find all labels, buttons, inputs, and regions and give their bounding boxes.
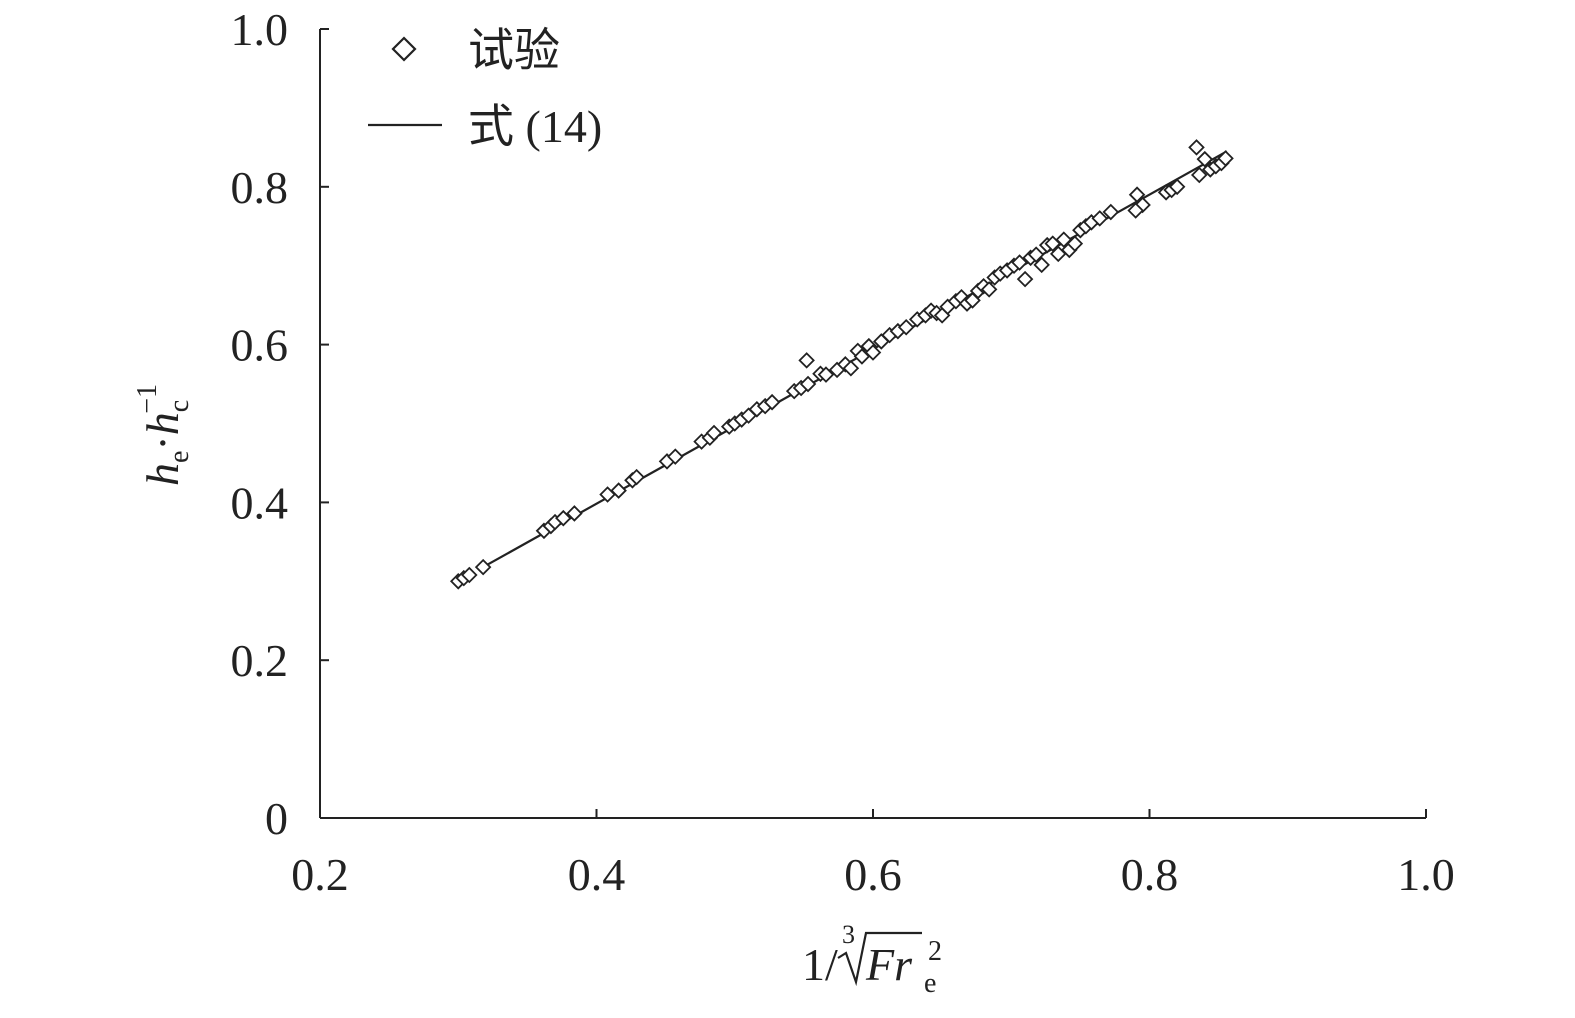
- data-point-diamond: [1217, 150, 1234, 167]
- y-axis-title-h2: h: [137, 412, 188, 435]
- data-point-diamond: [980, 281, 998, 298]
- data-point-diamond: [667, 448, 684, 465]
- x-tick-label: 0.6: [844, 849, 902, 900]
- data-point-diamond: [705, 424, 723, 442]
- data-point-diamond: [842, 359, 860, 377]
- x-tick-label: 0.2: [291, 849, 349, 900]
- plot-area: [449, 139, 1234, 590]
- y-tick-label: 0.4: [231, 477, 289, 528]
- y-axis-title: he·hc−1: [132, 384, 195, 486]
- data-point-diamond: [897, 318, 915, 336]
- y-ticks: 0 0.2 0.4 0.6 0.8 1.0: [231, 4, 329, 844]
- data-point-diamond: [1066, 235, 1084, 252]
- data-point-diamond: [1196, 150, 1214, 168]
- x-axis-title-root-index: 3: [842, 920, 855, 949]
- radical-sign: [837, 931, 922, 987]
- data-point-diamond: [1055, 231, 1073, 248]
- data-point-diamond: [461, 566, 478, 584]
- y-axis-title-sup2: −1: [132, 384, 163, 414]
- data-point-diamond: [1027, 246, 1045, 263]
- x-axis-title-prefix: 1/: [802, 939, 838, 990]
- data-point-diamond: [1128, 186, 1146, 203]
- x-tick-label: 1.0: [1397, 849, 1455, 900]
- y-tick-label: 0.8: [231, 162, 289, 213]
- y-axis-title-h1: h: [137, 463, 188, 486]
- x-axis-title-subscript: e: [924, 968, 936, 999]
- data-point-diamond: [763, 393, 781, 411]
- data-point-diamond: [1011, 254, 1028, 271]
- y-tick-label: 0.2: [231, 635, 289, 686]
- legend: 试验 式 (14): [368, 25, 602, 152]
- x-axis-title: 1/ 3 Fr 2 e: [802, 920, 942, 999]
- legend-label-formula: 式 (14): [468, 101, 602, 152]
- data-point-diamond: [1091, 210, 1109, 227]
- y-axis-title-sub2: c: [164, 400, 195, 412]
- data-point-diamond: [798, 352, 815, 369]
- y-axis-title-text: he·hc−1: [132, 384, 195, 486]
- data-point-diamond: [1188, 139, 1205, 156]
- y-tick-label: 0.6: [231, 320, 289, 371]
- x-axis-title-superscript: 2: [928, 936, 942, 967]
- data-point-diamond: [555, 509, 572, 527]
- data-point-diamond: [864, 344, 882, 361]
- y-axis-title-sub1: e: [164, 451, 195, 463]
- x-tick-label: 0.8: [1121, 849, 1179, 900]
- data-point-diamond: [566, 505, 583, 522]
- legend-diamond-marker: [391, 36, 417, 62]
- data-point-diamond: [799, 375, 817, 393]
- data-point-diamond: [1102, 203, 1120, 221]
- x-axis-title-radicand: Fr: [865, 939, 913, 990]
- data-point-diamond: [610, 482, 627, 499]
- data-point-diamond: [628, 468, 645, 486]
- data-point-diamond: [1127, 202, 1144, 219]
- y-axis-title-dot: ·: [137, 435, 188, 450]
- data-point-diamond: [817, 366, 835, 383]
- data-point-diamond: [1190, 166, 1208, 184]
- x-ticks: 0.2 0.4 0.6 0.8 1.0: [291, 809, 1455, 900]
- y-tick-label: 1.0: [231, 4, 289, 55]
- legend-item-formula: 式 (14): [368, 101, 602, 152]
- legend-label-experiment: 试验: [468, 25, 560, 76]
- data-point-diamond: [1168, 178, 1186, 196]
- data-point-diamond: [474, 558, 492, 576]
- y-tick-label: 0: [265, 793, 288, 844]
- data-point-diamond: [1016, 270, 1034, 288]
- data-point-diamond: [1033, 256, 1050, 274]
- legend-item-experiment: 试验: [391, 25, 560, 76]
- x-tick-label: 0.4: [568, 849, 626, 900]
